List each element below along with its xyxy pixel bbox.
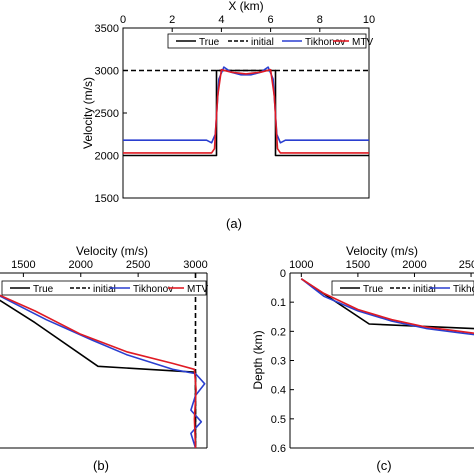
x-tick-label: 8 bbox=[317, 14, 323, 26]
x-axis-label: Velocity (m/s) bbox=[76, 244, 148, 258]
x-tick-label: 0 bbox=[120, 14, 126, 26]
x-tick-label: 1500 bbox=[346, 259, 370, 271]
x-axis-label: Velocity (m/s) bbox=[346, 244, 418, 258]
caption-c: (c) bbox=[376, 458, 391, 473]
y-tick-label: 0 bbox=[280, 268, 286, 280]
x-tick-label: 10 bbox=[363, 14, 375, 26]
y-tick-label: 0.2 bbox=[271, 326, 286, 338]
x-tick-label: 2500 bbox=[459, 259, 474, 271]
x-tick-label: 2500 bbox=[126, 259, 150, 271]
legend-box bbox=[167, 33, 367, 49]
x-tick-label: 2000 bbox=[69, 259, 93, 271]
caption-b: (b) bbox=[93, 458, 109, 473]
panel-a: 0 2 4 6 8 10 1500 2000 2500 3000 3500 X (km) Velocit… bbox=[81, 0, 375, 205]
legend-label-initial: initial bbox=[251, 37, 274, 48]
y-axis-label: Velocity (m/s) bbox=[81, 77, 95, 149]
y-tick-label: 0.6 bbox=[271, 443, 286, 455]
y-tick-label: 2500 bbox=[95, 108, 119, 120]
y-tick-label: 1500 bbox=[95, 193, 119, 205]
y-tick-label: 0.5 bbox=[271, 414, 286, 426]
series-line-tikhonov bbox=[300, 278, 474, 336]
y-tick-label: 2000 bbox=[95, 151, 119, 163]
x-tick-label: 4 bbox=[218, 14, 224, 26]
x-tick-label: 2000 bbox=[402, 259, 426, 271]
caption-a: (a) bbox=[226, 216, 242, 231]
y-tick-label: 0.4 bbox=[271, 385, 286, 397]
legend-box bbox=[1, 280, 207, 296]
y-tick-label: 0.3 bbox=[271, 356, 286, 368]
series-group bbox=[123, 66, 369, 157]
legend-label-tikhonov: Tikhonov bbox=[453, 284, 474, 295]
series-group bbox=[0, 273, 206, 448]
panel-b: 1500 2000 2500 3000 Velocity (m/s) True initia… bbox=[0, 244, 208, 449]
legend-label-initial: initial bbox=[93, 284, 116, 295]
series-line-mtv bbox=[0, 294, 197, 448]
series-line-mtv bbox=[123, 68, 369, 154]
x-tick-label: 3000 bbox=[183, 259, 207, 271]
y-tick-label: 3500 bbox=[95, 23, 119, 35]
x-tick-label: 6 bbox=[268, 14, 274, 26]
series-line-true bbox=[0, 299, 197, 448]
x-axis-label: X (km) bbox=[228, 0, 263, 13]
series-line-mtv bbox=[300, 278, 474, 334]
series-line-tikhonov bbox=[123, 66, 369, 144]
legend-label-mtv: MTV bbox=[352, 37, 373, 48]
y-tick-label: 0.1 bbox=[271, 297, 286, 309]
y-axis-label: Depth (km) bbox=[251, 330, 265, 389]
legend-label-true: True bbox=[33, 284, 54, 295]
series-group bbox=[300, 278, 474, 336]
panel-c: 1000 1500 2000 2500 0 0.1 0.2 0.3 0.4 0.5 0.6 Veloc… bbox=[251, 244, 474, 455]
plot-frame bbox=[122, 27, 370, 199]
series-line-true bbox=[123, 69, 369, 157]
legend-label-tikhonov: Tikhonov bbox=[133, 284, 173, 295]
x-tick-label: 1000 bbox=[289, 259, 313, 271]
legend-label-tikhonov: Tikhonov bbox=[305, 37, 345, 48]
legend-label-initial: initial bbox=[413, 284, 436, 295]
x-tick-label: 1500 bbox=[11, 259, 35, 271]
legend-label-mtv: MTV bbox=[187, 284, 208, 295]
y-tick-label: 3000 bbox=[95, 66, 119, 78]
legend-label-true: True bbox=[363, 284, 384, 295]
x-tick-label: 2 bbox=[169, 14, 175, 26]
legend-label-true: True bbox=[199, 37, 220, 48]
